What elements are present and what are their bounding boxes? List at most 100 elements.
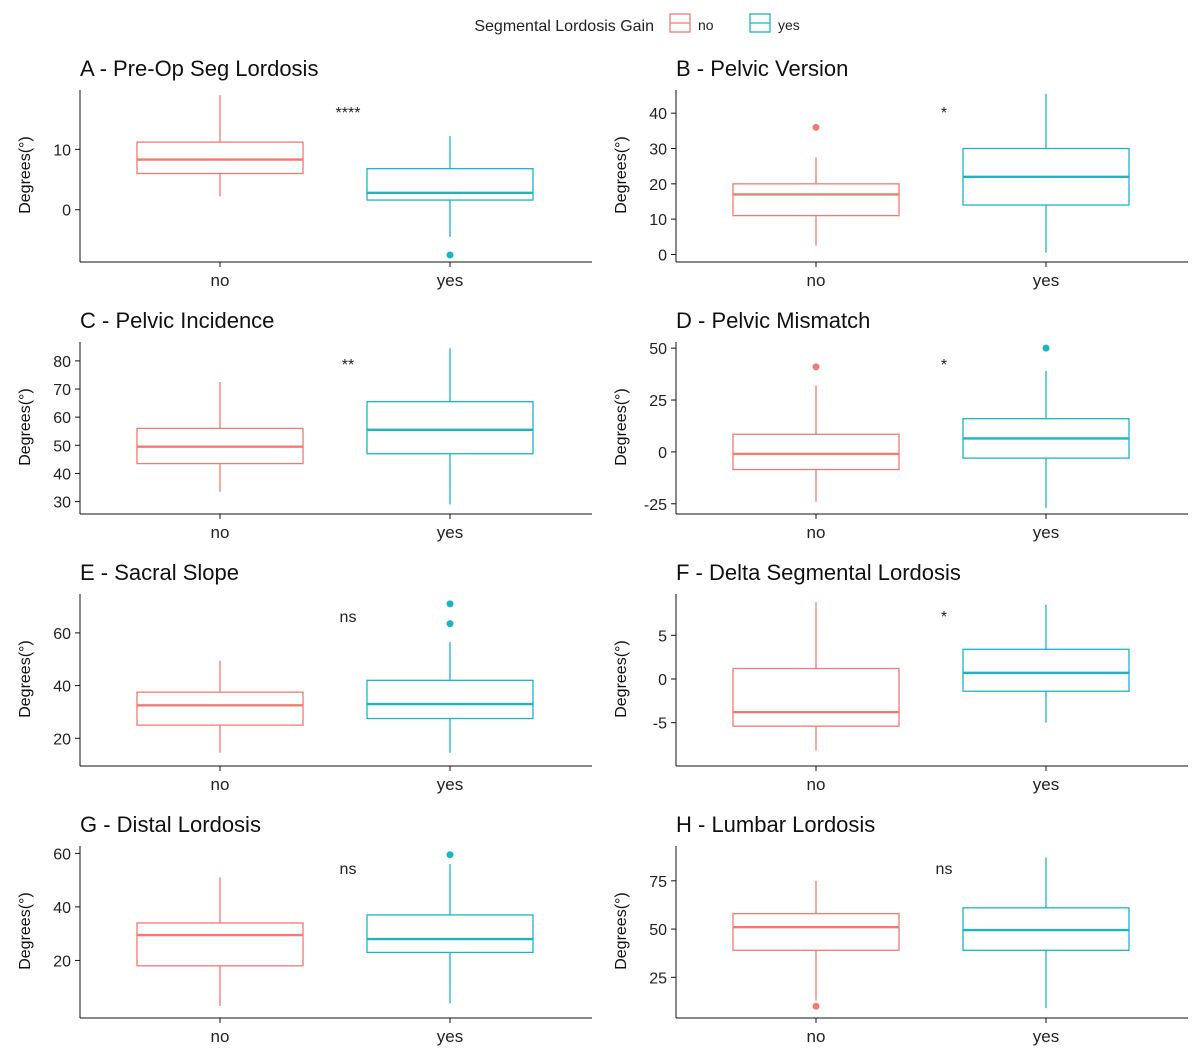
- significance-label: *: [941, 609, 947, 626]
- box-plot: H - Lumbar Lordosis Degrees(°) 25 50 75 no yes…: [613, 812, 1188, 1046]
- legend-label-yes: yes: [778, 17, 800, 33]
- x-tick-label-no: no: [211, 271, 230, 290]
- legend-title: Segmental Lordosis Gain: [474, 18, 654, 35]
- box-plot: B - Pelvic Version Degrees(°) 0 10 20 30 40 no y…: [613, 56, 1188, 290]
- significance-label: *: [941, 357, 947, 374]
- box-yes: [366, 600, 534, 753]
- box-no: [136, 381, 304, 492]
- outlier-point: [446, 620, 454, 628]
- box-no: [136, 95, 304, 197]
- chart-title: G - Distal Lordosis: [80, 812, 261, 837]
- chart-title: H - Lumbar Lordosis: [676, 812, 875, 837]
- iqr-box: [366, 914, 534, 954]
- y-tick-label: 70: [53, 382, 71, 399]
- y-tick-label: 40: [53, 679, 71, 696]
- x-tick-label-yes: yes: [437, 271, 463, 290]
- y-axis-label: Degrees(°): [17, 388, 34, 466]
- y-tick-label: 10: [649, 212, 667, 229]
- chart-title: A - Pre-Op Seg Lordosis: [80, 56, 318, 81]
- box-yes: [366, 851, 534, 1004]
- box-plot: D - Pelvic Mismatch Degrees(°) -25 0 25 50 no y…: [613, 308, 1188, 542]
- y-axis-label: Degrees(°): [17, 640, 34, 718]
- outlier-point: [446, 600, 454, 608]
- y-tick-label: -25: [644, 497, 667, 514]
- y-tick-label: 50: [53, 438, 71, 455]
- iqr-box: [136, 922, 304, 967]
- x-tick-label-no: no: [211, 1027, 230, 1046]
- box-yes: [962, 857, 1130, 1009]
- iqr-box: [732, 667, 900, 727]
- y-tick-label: 50: [649, 341, 667, 358]
- significance-label: ns: [936, 861, 953, 878]
- y-tick-label: 0: [62, 203, 71, 220]
- chart-title: E - Sacral Slope: [80, 560, 239, 585]
- x-tick-label-no: no: [807, 271, 826, 290]
- y-axis-label: Degrees(°): [613, 892, 630, 970]
- chart-panel-e: E - Sacral Slope Degrees(°) 20 40 60 no yes ns: [0, 552, 596, 804]
- box-yes: [366, 348, 534, 505]
- box-plot: A - Pre-Op Seg Lordosis Degrees(°) 0 10 no ye…: [17, 56, 592, 290]
- box-no: [732, 123, 900, 246]
- y-tick-label: 40: [53, 900, 71, 917]
- y-tick-label: 20: [53, 731, 71, 748]
- outlier-point: [1042, 344, 1050, 352]
- significance-label: ns: [340, 861, 357, 878]
- box-plot: G - Distal Lordosis Degrees(°) 20 40 60 no yes…: [17, 812, 592, 1046]
- y-tick-label: 20: [649, 177, 667, 194]
- x-tick-label-no: no: [807, 775, 826, 794]
- y-tick-label: 80: [53, 354, 71, 371]
- y-tick-label: -5: [653, 716, 667, 733]
- box-yes: [366, 136, 534, 259]
- iqr-box: [732, 433, 900, 471]
- iqr-box: [366, 168, 534, 201]
- box-no: [136, 660, 304, 753]
- chart-title: D - Pelvic Mismatch: [676, 308, 870, 333]
- significance-label: ns: [340, 609, 357, 626]
- iqr-box: [136, 691, 304, 726]
- chart-panel-b: B - Pelvic Version Degrees(°) 0 10 20 30 40 no y…: [596, 48, 1192, 300]
- legend-items: no yes: [669, 13, 800, 33]
- iqr-box: [366, 679, 534, 720]
- chart-panel-g: G - Distal Lordosis Degrees(°) 20 40 60 no yes…: [0, 804, 596, 1056]
- y-tick-label: 30: [649, 142, 667, 159]
- box-no: [732, 880, 900, 1010]
- iqr-box: [732, 183, 900, 217]
- outlier-point: [446, 851, 454, 859]
- box-yes: [962, 344, 1130, 508]
- box-no: [732, 363, 900, 502]
- iqr-box: [962, 648, 1130, 692]
- x-tick-label-yes: yes: [1033, 271, 1059, 290]
- x-tick-label-no: no: [807, 1027, 826, 1046]
- chart-panel-c: C - Pelvic Incidence Degrees(°) 30 40 50 60 70…: [0, 300, 596, 552]
- legend-label-no: no: [698, 17, 714, 33]
- chart-panel-d: D - Pelvic Mismatch Degrees(°) -25 0 25 50 no y…: [596, 300, 1192, 552]
- y-tick-label: 10: [53, 142, 71, 159]
- y-axis-label: Degrees(°): [17, 892, 34, 970]
- y-tick-label: 50: [649, 922, 667, 939]
- y-tick-label: 0: [658, 247, 667, 264]
- x-tick-label-yes: yes: [1033, 775, 1059, 794]
- chart-panel-a: A - Pre-Op Seg Lordosis Degrees(°) 0 10 no ye…: [0, 48, 596, 300]
- x-tick-label-no: no: [807, 523, 826, 542]
- box-plot: E - Sacral Slope Degrees(°) 20 40 60 no yes ns: [17, 560, 592, 794]
- y-tick-label: 60: [53, 626, 71, 643]
- y-tick-label: 25: [649, 970, 667, 987]
- box-yes: [962, 93, 1130, 253]
- y-tick-label: 60: [53, 846, 71, 863]
- y-tick-label: 5: [658, 628, 667, 645]
- significance-label: **: [342, 357, 354, 374]
- x-tick-label-no: no: [211, 523, 230, 542]
- chart-title: B - Pelvic Version: [676, 56, 848, 81]
- x-tick-label-yes: yes: [1033, 523, 1059, 542]
- x-tick-label-yes: yes: [437, 523, 463, 542]
- y-tick-label: 75: [649, 874, 667, 891]
- box-yes: [962, 604, 1130, 723]
- significance-label: *: [941, 105, 947, 122]
- chart-panel-h: H - Lumbar Lordosis Degrees(°) 25 50 75 no yes…: [596, 804, 1192, 1056]
- y-tick-label: 40: [53, 466, 71, 483]
- y-tick-label: 25: [649, 393, 667, 410]
- legend: Segmental Lordosis Gain no yes: [474, 13, 800, 35]
- box-no: [136, 877, 304, 1006]
- y-axis-label: Degrees(°): [613, 136, 630, 214]
- outlier-point: [812, 1002, 820, 1010]
